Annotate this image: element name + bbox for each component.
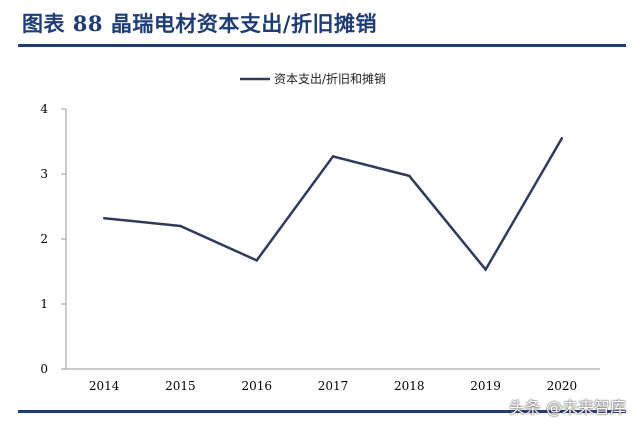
y-tick-label: 0 [40, 362, 48, 376]
data-point-2017 [331, 155, 335, 158]
series-line [103, 137, 563, 272]
data-point-2019 [484, 268, 487, 271]
x-tick-label: 2015 [165, 379, 196, 393]
chart-axes [61, 108, 600, 370]
data-point-2018 [408, 174, 411, 178]
data-series [102, 137, 564, 272]
figure-title: 图表 88 晶瑞电材资本支出/折旧摊销 [22, 11, 378, 36]
data-point-2014 [102, 217, 106, 220]
cropped-source-text [22, 418, 542, 426]
y-tick-labels: 0 1 2 3 4 [40, 102, 48, 376]
x-tick-label: 2018 [394, 379, 425, 393]
watermark: 头条 @未来智库 [508, 398, 626, 417]
title-divider [18, 44, 626, 47]
legend-label: 资本支出/折旧和摊销 [274, 71, 386, 86]
x-tick-labels: 2014 2015 2016 2017 2018 2019 2020 [89, 379, 577, 393]
bottom-divider [18, 410, 626, 413]
x-tick-label: 2017 [318, 379, 349, 393]
y-tick-label: 1 [40, 297, 48, 311]
x-tick-label: 2016 [241, 379, 272, 393]
x-tick-label: 2014 [89, 379, 120, 393]
data-point-2016 [255, 259, 258, 262]
x-tick-label: 2020 [547, 379, 578, 393]
y-tick-label: 2 [40, 232, 48, 246]
data-point-2015 [179, 224, 182, 228]
chart-legend: 资本支出/折旧和摊销 [240, 71, 386, 86]
x-tick-label: 2019 [470, 379, 501, 393]
y-tick-label: 3 [40, 167, 48, 181]
data-point-2020 [560, 137, 564, 140]
y-tick-label: 4 [40, 102, 48, 116]
